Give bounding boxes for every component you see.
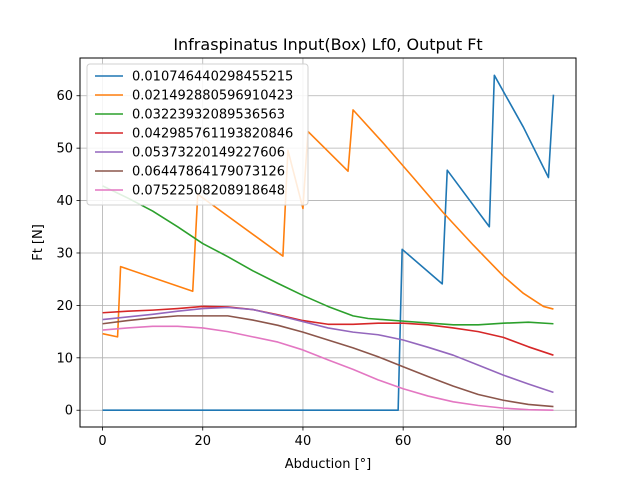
y-tick-label: 10 [56,351,73,366]
x-axis-label: Abduction [°] [285,457,371,472]
y-tick-label: 40 [56,194,73,209]
series-line-5 [102,306,554,394]
plot-area-frame [79,57,577,428]
series-line-6 [102,315,554,408]
x-tick-label: 80 [495,434,512,449]
y-tick-label: 20 [56,299,73,314]
series-line-3 [102,185,554,326]
legend-label: 0.07522508208918648 [132,184,285,199]
legend-label: 0.06447864179073126 [132,165,285,180]
series-line-2 [102,109,554,338]
x-tick-label: 0 [98,434,106,449]
y-tick-label: 60 [56,89,73,104]
y-tick-label: 30 [56,246,73,261]
y-axis-label: Ft [N] [31,224,46,261]
legend-label: 0.010746440298455215 [132,70,293,85]
x-tick-label: 40 [295,434,312,449]
x-tick-label: 20 [194,434,211,449]
series-line-1 [102,74,555,412]
legend-label: 0.042985761193820846 [132,127,293,142]
chart-title: Infraspinatus Input(Box) Lf0, Output Ft [173,35,482,54]
axis-ticks: 0 20 40 60 80 0 10 20 30 40 50 60 [56,89,511,449]
series-line-7 [102,325,554,412]
legend: 0.010746440298455215 0.021492880596910423… [86,63,309,206]
legend-label: 0.05373220149227606 [132,146,285,161]
series-lines [102,74,555,412]
legend-label: 0.021492880596910423 [132,89,293,104]
y-tick-label: 0 [65,404,73,419]
series-line-4 [102,305,554,356]
y-tick-label: 50 [56,142,73,157]
x-tick-label: 60 [395,434,412,449]
legend-box [86,63,309,206]
legend-label: 0.03223932089536563 [132,108,285,123]
